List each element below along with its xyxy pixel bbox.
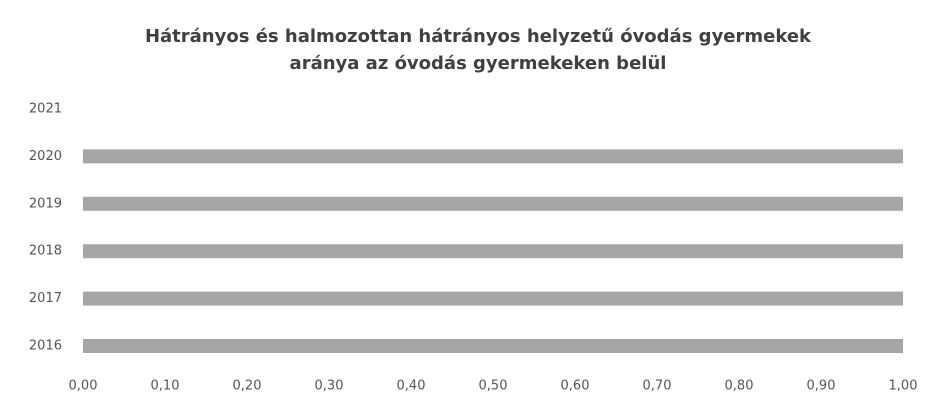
y-tick-label: 2016 <box>29 339 62 354</box>
x-tick-label: 0,50 <box>479 379 508 394</box>
y-tick-label: 2018 <box>29 244 62 259</box>
bar <box>83 244 903 259</box>
x-tick-label: 1,00 <box>889 379 918 394</box>
x-tick-label: 0,20 <box>233 379 262 394</box>
x-tick-label: 0,40 <box>397 379 426 394</box>
chart-title: Hátrányos és halmozottan hátrányos helyz… <box>145 26 812 47</box>
x-tick-label: 0,70 <box>643 379 672 394</box>
x-tick-label: 0,80 <box>725 379 754 394</box>
chart-title: aránya az óvodás gyermekeken belül <box>290 53 667 74</box>
y-tick-label: 2021 <box>29 102 62 117</box>
bar <box>83 291 903 306</box>
bar <box>83 149 903 164</box>
y-tick-label: 2019 <box>29 196 62 211</box>
bar <box>83 339 903 353</box>
x-tick-label: 0,90 <box>807 379 836 394</box>
y-tick-label: 2020 <box>29 149 62 164</box>
bar <box>83 196 903 211</box>
x-tick-label: 0,00 <box>69 379 98 394</box>
x-tick-label: 0,30 <box>315 379 344 394</box>
x-tick-label: 0,10 <box>151 379 180 394</box>
x-tick-label: 0,60 <box>561 379 590 394</box>
y-tick-label: 2017 <box>29 291 62 306</box>
